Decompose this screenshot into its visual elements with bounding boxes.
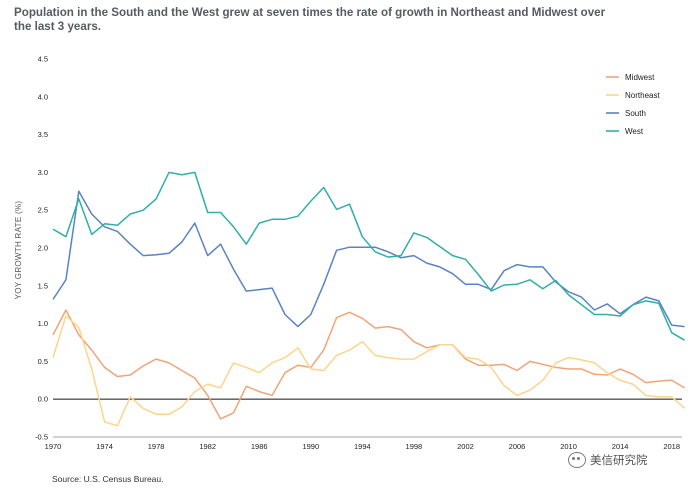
x-axis-ticks: 1970 1974 1978 1982 1986 1990 1994 1998 2002 2006… <box>45 442 680 451</box>
x-tick-label: 2010 <box>560 442 577 451</box>
y-tick-label: 4.0 <box>38 92 48 101</box>
legend-label-midwest: Midwest <box>625 73 655 82</box>
y-tick-label: 1.0 <box>38 319 48 328</box>
watermark: 美信研究院 <box>564 450 652 470</box>
series-lines <box>52 171 686 427</box>
x-tick-label: 2002 <box>457 442 474 451</box>
y-tick-label: 1.5 <box>38 281 48 290</box>
x-tick-label: 1998 <box>406 442 423 451</box>
y-tick-label: 2.5 <box>38 206 48 215</box>
legend: Midwest Northeast South West <box>606 73 660 136</box>
source-note: Source: U.S. Census Bureau. <box>52 474 164 484</box>
legend-label-south: South <box>625 109 646 118</box>
series-line-south <box>52 190 685 328</box>
y-axis-label: YOY GROWTH RATE (%) <box>14 201 23 300</box>
wechat-icon <box>568 452 586 468</box>
y-tick-label: 0.5 <box>38 357 48 366</box>
x-tick-label: 1990 <box>302 442 319 451</box>
chart-title: Population in the South and the West gre… <box>14 6 606 33</box>
x-tick-label: 2006 <box>509 442 526 451</box>
y-axis-ticks: 4.5 4.0 3.5 3.0 2.5 2.0 1.5 1.0 0.5 0.0 -0.5 <box>35 55 48 442</box>
legend-label-west: West <box>625 127 644 136</box>
series-line-midwest <box>52 309 685 420</box>
x-tick-label: 1982 <box>199 442 216 451</box>
y-tick-label: 4.5 <box>38 55 48 64</box>
x-tick-label: 1978 <box>148 442 165 451</box>
watermark-text: 美信研究院 <box>590 455 648 467</box>
y-tick-label: -0.5 <box>35 433 48 442</box>
x-tick-label: 1986 <box>251 442 268 451</box>
series-line-northeast <box>52 315 686 427</box>
y-tick-label: 3.0 <box>38 168 48 177</box>
x-tick-label: 2018 <box>663 442 680 451</box>
y-tick-label: 2.0 <box>38 244 48 253</box>
x-tick-label: 1974 <box>96 442 113 451</box>
y-tick-label: 3.5 <box>38 130 48 139</box>
legend-label-northeast: Northeast <box>625 91 660 100</box>
x-tick-label: 1970 <box>45 442 62 451</box>
series-line-west <box>52 171 685 341</box>
x-tick-label: 1994 <box>354 442 371 451</box>
y-tick-label: 0.0 <box>38 395 48 404</box>
x-tick-label: 2014 <box>612 442 629 451</box>
